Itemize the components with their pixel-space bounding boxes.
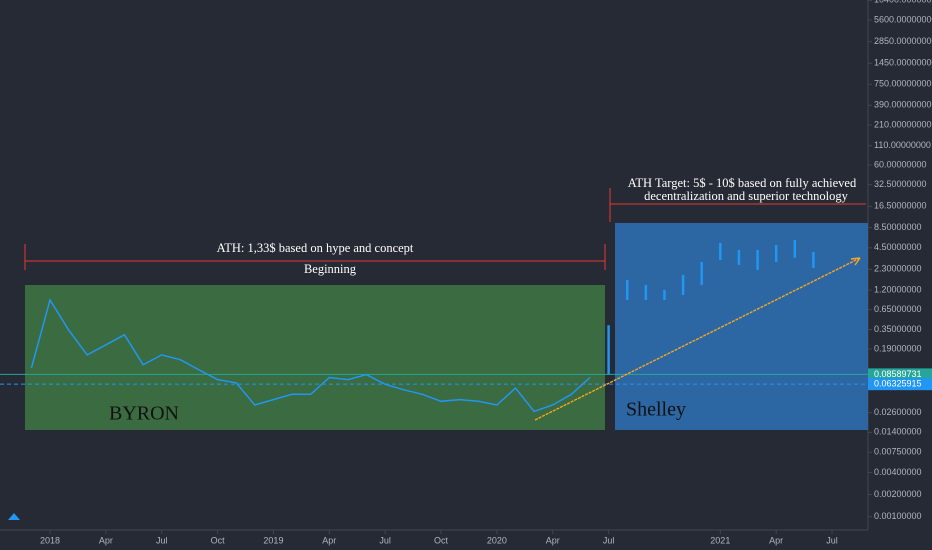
y-tick-label: 0.00750000 — [874, 447, 922, 457]
logo — [8, 513, 20, 520]
y-tick-label: 110.00000000 — [874, 140, 931, 150]
x-tick-label: 2019 — [263, 535, 283, 545]
y-tick-label: 4.50000000 — [874, 242, 922, 252]
y-tick-label: 2850.00000000 — [874, 36, 932, 46]
price-label-box — [868, 368, 932, 381]
arrow-head — [850, 257, 861, 266]
price-label-box — [868, 378, 932, 391]
price-label: 0.08589731 — [874, 369, 922, 379]
x-tick-label: Oct — [211, 535, 226, 545]
y-tick-label: 2.30000000 — [874, 264, 922, 274]
x-tick-label: Apr — [322, 535, 336, 545]
y-tick-label: 8.50000000 — [874, 222, 922, 232]
x-tick-label: 2020 — [487, 535, 507, 545]
x-tick-label: Oct — [434, 535, 449, 545]
y-tick-label: 32.50000000 — [874, 179, 927, 189]
y-tick-label: 0.00400000 — [874, 467, 922, 477]
price-line — [30, 298, 591, 413]
shelley-box — [615, 223, 868, 430]
x-tick-label: Jul — [826, 535, 838, 545]
y-tick-label: 0.00100000 — [874, 511, 922, 521]
x-tick-label: 2018 — [40, 535, 60, 545]
box-label: BYRON — [109, 403, 179, 425]
x-tick-label: Apr — [99, 535, 113, 545]
x-tick-label: Apr — [769, 535, 783, 545]
y-tick-label: 1.20000000 — [874, 284, 922, 294]
y-tick-label: 390.00000000 — [874, 100, 932, 110]
trend-arrow — [534, 257, 861, 421]
annotation: ATH: 1,33$ based on hype and concept — [217, 241, 414, 255]
box-label: Shelley — [626, 399, 686, 421]
x-tick-label: Jul — [156, 535, 168, 545]
y-tick-label: 16.50000000 — [874, 201, 927, 211]
y-tick-label: 5600.00000000 — [874, 14, 932, 24]
y-tick-label: 60.00000000 — [874, 159, 927, 169]
x-tick-label: 2021 — [710, 535, 730, 545]
y-tick-label: 0.02600000 — [874, 407, 922, 417]
x-tick-label: Jul — [379, 535, 391, 545]
y-tick-label: 210.00000000 — [874, 119, 932, 129]
price-label: 0.06325915 — [874, 379, 922, 389]
x-tick-label: Jul — [603, 535, 615, 545]
y-tick-label: 0.01400000 — [874, 427, 922, 437]
y-tick-label: 0.00200000 — [874, 489, 922, 499]
y-tick-label: 1450.00000000 — [874, 58, 932, 68]
marks — [0, 239, 868, 413]
annotation: Beginning — [304, 262, 357, 276]
y-tick-label: 0.65000000 — [874, 304, 922, 314]
y-tick-label: 0.19000000 — [874, 343, 922, 353]
byron-box — [25, 285, 605, 430]
y-tick-label: 750.00000000 — [874, 79, 932, 89]
y-tick-label: 0.35000000 — [874, 324, 922, 334]
y-tick-label: 10400.00000000 — [874, 0, 932, 5]
x-tick-label: Apr — [546, 535, 560, 545]
annotation: ATH Target: 5$ - 10$ based on fully achi… — [628, 176, 857, 190]
annotation: decentralization and superior technology — [644, 189, 848, 203]
